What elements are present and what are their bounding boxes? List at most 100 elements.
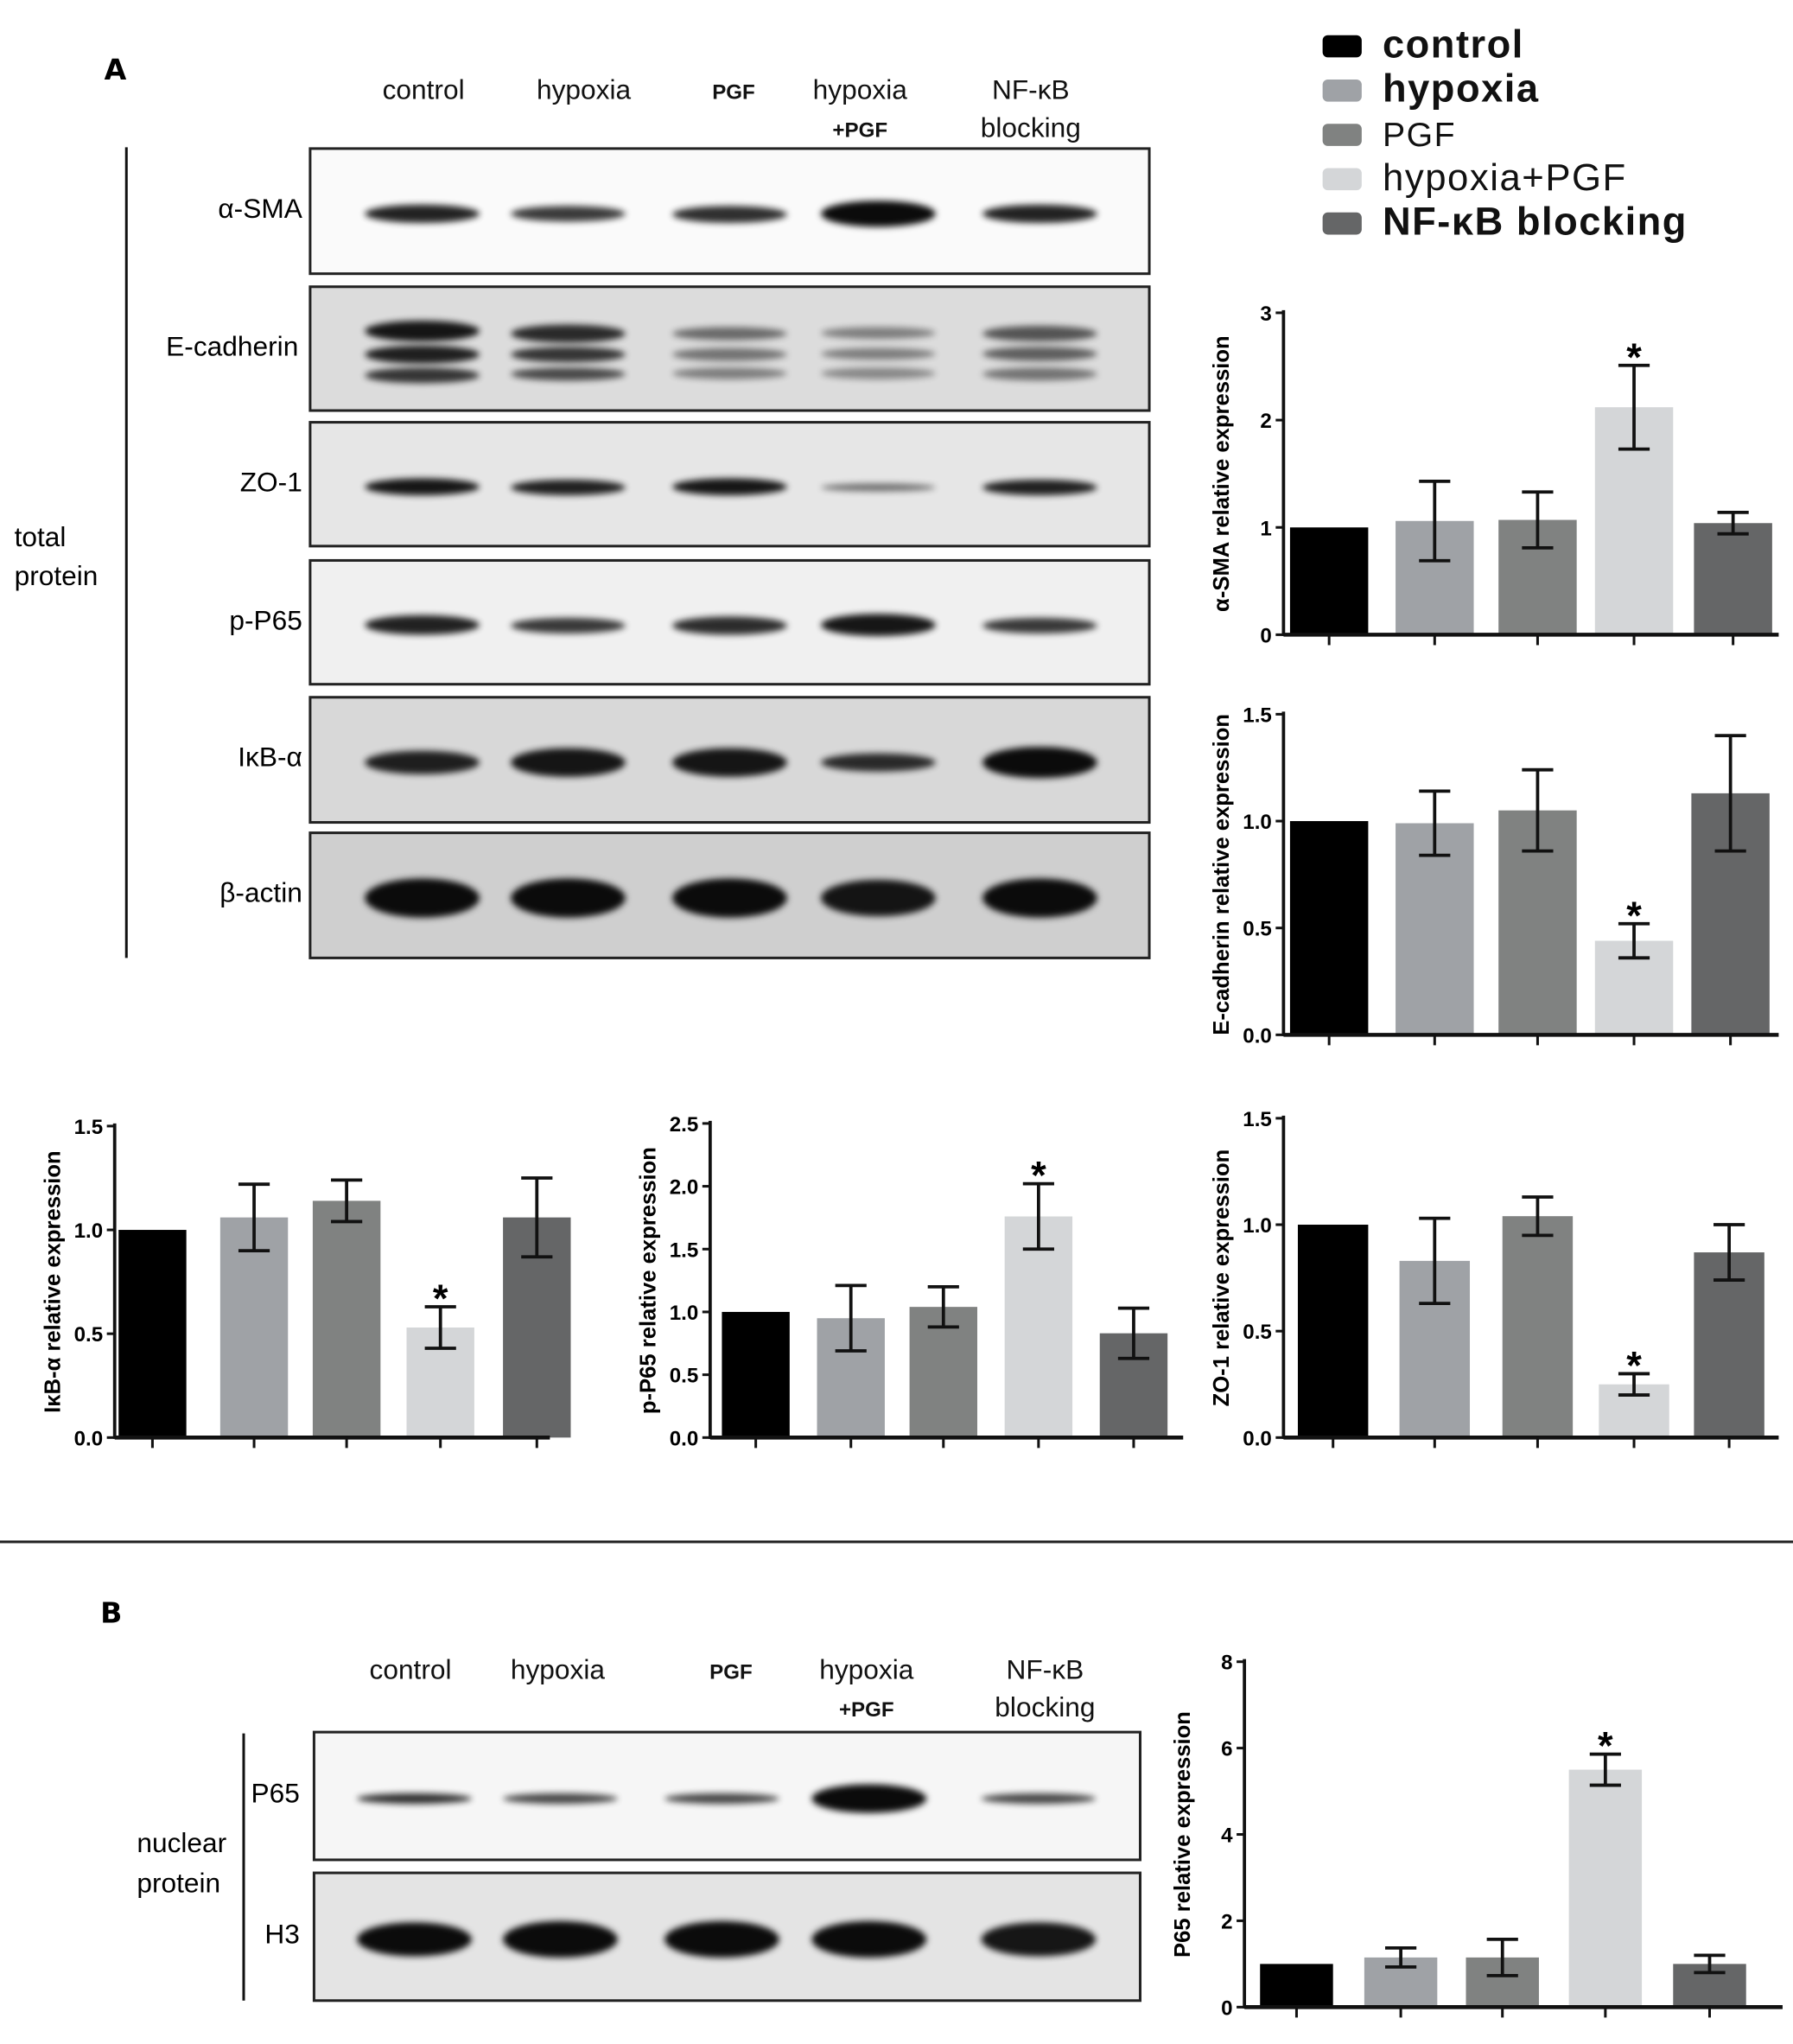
legend-item-control: control [1322,23,1688,67]
ecad-ytick-label-1: 0.5 [1243,918,1272,941]
panel-a-blot-5 [308,831,1151,959]
pp65-bar-3 [1004,1216,1073,1438]
legend-swatch [1322,212,1362,234]
blot-band [982,325,1097,341]
zo1-bar-2 [1502,1216,1574,1438]
group-bracket-line [124,147,128,958]
blot-row-label: H3 [264,1920,300,1950]
p65-significance-3: * [1598,1724,1613,1768]
panel-a-blot-4 [308,696,1151,825]
blot-band [503,1793,618,1805]
blot-row-label: α-SMA [218,194,302,225]
blot-band [672,205,787,223]
pp65-significance-3: * [1031,1154,1046,1198]
group-bracket-line [242,1733,245,2001]
ecad-y-axis-title: E-cadherin relative expression [1210,714,1234,1035]
zo1-ytick-label-3: 1.5 [1243,1108,1272,1131]
ikb-ytick-label-0: 0.0 [74,1427,104,1450]
blot-band [811,1920,927,1958]
asma-ytick-label-0: 0 [1260,624,1271,647]
blot-band [821,327,936,340]
blot-band [982,747,1097,779]
p65-y-axis-title: P65 relative expression [1171,1711,1195,1958]
lane-label-plus-pgf: +PGF [832,119,888,143]
ecad-ytick-label-3: 1.5 [1243,704,1272,727]
blot-band [664,1920,779,1958]
zo1-y-axis-title: ZO-1 relative expression [1210,1149,1234,1407]
pp65-ytick-label-4: 2.0 [670,1176,699,1200]
legend-label: NF-κB blocking [1382,201,1688,244]
ikb-ytick-label-3: 1.5 [74,1116,104,1139]
group-label-protein: protein [137,1869,221,1900]
pp65-ytick-label-0: 0.0 [670,1427,699,1450]
zo1-bar-4 [1694,1252,1764,1438]
blot-band [821,614,936,636]
lane-label-hypoxia: hypoxia [536,75,632,106]
blot-band [365,878,480,918]
blot-band [672,478,787,496]
blot-row-label: ZO-1 [239,467,302,498]
ecad-ytick-label-2: 1.0 [1243,811,1272,834]
p65-bar-0 [1260,1964,1333,2008]
ikb-y-axis-title: IκB-α relative expression [41,1150,65,1413]
lane-label-blocking: blocking [995,1692,1096,1723]
blot-band [821,367,936,379]
ikb-bar-0 [118,1230,187,1438]
ikb-ytick-label-2: 1.0 [74,1219,104,1243]
panel-a-blot-2 [308,421,1151,548]
legend-swatch [1322,167,1362,190]
blot-band [357,1922,472,1957]
blot-band [357,1793,472,1805]
lane-label-pgf: PGF [709,1661,753,1684]
legend-item-hypoxia: hypoxia [1322,67,1688,111]
group-label-protein: protein [14,561,99,592]
lane-label-blocking: blocking [980,113,1081,143]
zo1-ytick-label-0: 0.0 [1243,1427,1272,1450]
blot-band [511,366,626,380]
blot-band [821,201,936,227]
blot-band [672,326,787,340]
blot-band [982,878,1097,918]
ikb-bar-1 [219,1217,289,1438]
blot-band [981,1793,1097,1805]
zo1-bar-0 [1297,1225,1369,1438]
blot-row-label: E-cadherin [166,331,299,362]
zo1-significance-3: * [1626,1343,1642,1387]
ikb-ytick-label-1: 0.5 [74,1323,104,1347]
blot-band [672,367,787,379]
blot-band [982,366,1097,380]
lane-label-pgf: PGF [712,82,755,105]
zo1-ytick-label-1: 0.5 [1243,1321,1272,1344]
blot-row-label: β-actin [219,878,302,909]
blot-band [365,478,480,496]
asma-ytick-label-3: 3 [1260,302,1271,326]
panel-a-blot-0 [308,147,1151,276]
blot-band [672,615,787,634]
blot-band [511,346,626,362]
blot-band [821,753,936,772]
panel-b-blot-0 [312,1730,1142,1862]
blot-band [503,1920,618,1958]
blot-band [982,479,1097,495]
blot-band [672,878,787,918]
blot-band [821,482,936,491]
p65-ytick-label-1: 2 [1221,1910,1232,1933]
legend-swatch [1322,79,1362,101]
legend-label: hypoxia [1382,67,1540,111]
blot-band [821,347,936,360]
section-divider [0,1540,1793,1544]
legend: control hypoxia PGF hypoxia+PGF NF-κB bl… [1322,23,1688,245]
p65-ytick-label-3: 6 [1221,1738,1232,1761]
ikb-bar-2 [312,1200,381,1438]
lane-label-hypoxia-pgf: hypoxia [819,1655,914,1685]
lane-label-nfkb: NF-κB [991,75,1070,106]
group-label-nuclear: nuclear [137,1828,227,1859]
pp65-ytick-label-1: 0.5 [670,1365,699,1388]
blot-band [511,479,626,495]
ikb-significance-3: * [433,1277,448,1321]
lane-label-control: control [369,1655,452,1685]
lane-label-hypoxia: hypoxia [510,1655,605,1685]
p65-ytick-label-4: 8 [1221,1652,1232,1675]
blot-band [672,748,787,777]
